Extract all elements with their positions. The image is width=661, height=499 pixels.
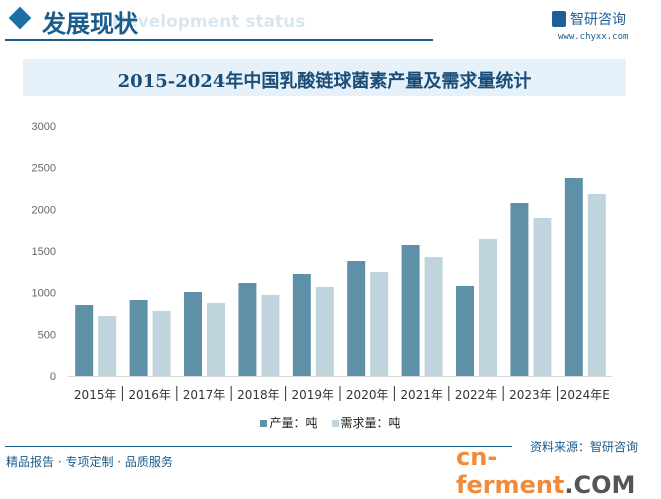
- bar-production: [184, 292, 202, 376]
- source-note: 资料来源：智研咨询: [530, 440, 639, 454]
- bar-production: [129, 300, 148, 376]
- bar-production: [292, 274, 311, 376]
- brand-suffix: .COM: [564, 471, 636, 499]
- bar-production: [564, 178, 583, 376]
- bar-production: [401, 245, 420, 376]
- header-divider: [5, 39, 433, 41]
- x-tick-label: 2019年: [292, 388, 335, 402]
- x-tick-label: 2021年: [400, 388, 443, 402]
- y-tick-label: 0: [50, 371, 56, 383]
- x-tick-label: 2017年: [183, 388, 226, 402]
- header-title: 发展现状: [42, 10, 138, 38]
- logo-text: 智研咨询: [570, 12, 626, 28]
- x-tick-label: 2015年: [74, 388, 117, 402]
- bar-production: [456, 286, 474, 376]
- bar-demand: [533, 218, 552, 376]
- x-tick-label: 2016年: [128, 388, 171, 402]
- bar-demand: [261, 295, 280, 376]
- legend-label: 产量：吨: [269, 416, 318, 430]
- legend-swatch: [260, 420, 268, 427]
- y-tick-label: 1000: [32, 288, 56, 300]
- x-tick-label: 2024年E: [560, 388, 610, 402]
- y-tick-label: 3000: [32, 121, 56, 133]
- logo: 智研咨询: [552, 9, 626, 29]
- legend-swatch: [331, 420, 339, 427]
- legend-item-demand: 需求量：吨: [331, 414, 401, 431]
- chart-title-box: 2015-2024年中国乳酸链球菌素产量及需求量统计: [23, 59, 626, 96]
- bar-production: [347, 261, 366, 376]
- bar-demand: [98, 316, 117, 376]
- bar-demand: [424, 257, 443, 376]
- x-tick-label: 2018年: [237, 388, 280, 402]
- y-tick-label: 1500: [32, 246, 56, 258]
- y-tick-label: 500: [38, 329, 56, 341]
- bar-production: [510, 203, 529, 376]
- bar-demand: [315, 287, 334, 376]
- brand-watermark: cn-ferment.COM: [456, 443, 661, 499]
- chart-title: 2015-2024年中国乳酸链球菌素产量及需求量统计: [117, 71, 532, 92]
- legend: 产量：吨 需求量：吨: [0, 414, 661, 431]
- bar-demand: [207, 303, 225, 376]
- bar-demand: [370, 272, 389, 376]
- x-tick-label: 2022年: [455, 388, 498, 402]
- bar-production: [238, 283, 257, 376]
- y-tick-label: 2500: [32, 163, 56, 175]
- bar-chart: 0 500 1000 1500 2000 2500 3000 2015年 2016年 2017年 2…: [32, 121, 612, 402]
- x-tick-label: 2020年: [346, 388, 389, 402]
- legend-item-production: 产量：吨: [260, 414, 318, 431]
- footer-divider: [5, 446, 512, 447]
- legend-label: 需求量：吨: [340, 416, 401, 430]
- site-url: www.chyxx.com: [558, 32, 629, 42]
- x-tick-label: 2023年: [509, 388, 552, 402]
- bar-demand: [479, 239, 497, 376]
- brand-main: cn-ferment: [456, 443, 565, 499]
- bar-production: [75, 305, 94, 376]
- bar-demand: [152, 311, 171, 376]
- slogan: 精品报告 · 专项定制 · 品质服务: [6, 455, 173, 469]
- logo-icon: [552, 11, 566, 27]
- bar-demand: [587, 194, 606, 376]
- y-tick-label: 2000: [32, 204, 56, 216]
